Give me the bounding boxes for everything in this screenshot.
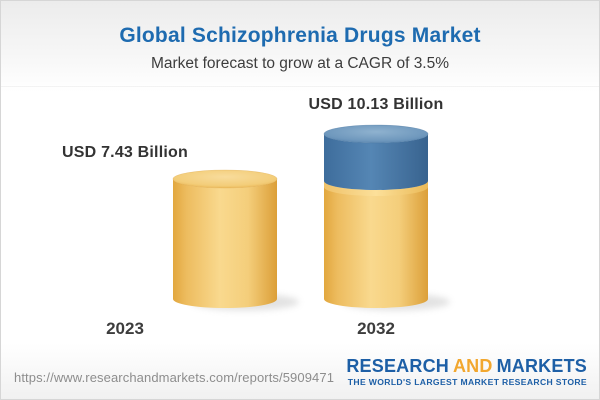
cylinder-2023 [172, 169, 278, 308]
report-url: https://www.researchandmarkets.com/repor… [14, 370, 335, 385]
category-label-2023: 2023 [106, 319, 144, 338]
cylinder-2032-growth-segment [324, 134, 428, 190]
header-divider [1, 86, 599, 87]
cylinder-2032 [323, 124, 429, 308]
value-label-2023: USD 7.43 Billion [62, 144, 188, 161]
logo-word-markets: MARKETS [496, 356, 587, 376]
cylinder-2032-junction-highlight [324, 181, 428, 196]
chart-title: Global Schizophrenia Drugs Market [119, 24, 481, 47]
logo-tagline: THE WORLD'S LARGEST MARKET RESEARCH STOR… [347, 376, 587, 387]
category-label-2032: 2032 [357, 319, 395, 338]
chart-subtitle: Market forecast to grow at a CAGR of 3.5… [150, 55, 450, 72]
cylinder-2032-base-segment [324, 181, 428, 308]
logo-word-and: AND [452, 356, 493, 376]
logo-wordmark: RESEARCH AND MARKETS [346, 356, 587, 377]
research-and-markets-logo: RESEARCH AND MARKETS THE WORLD'S LARGEST M… [346, 356, 587, 388]
value-label-2032: USD 10.13 Billion [308, 96, 444, 113]
logo-word-research: RESEARCH [346, 356, 449, 376]
